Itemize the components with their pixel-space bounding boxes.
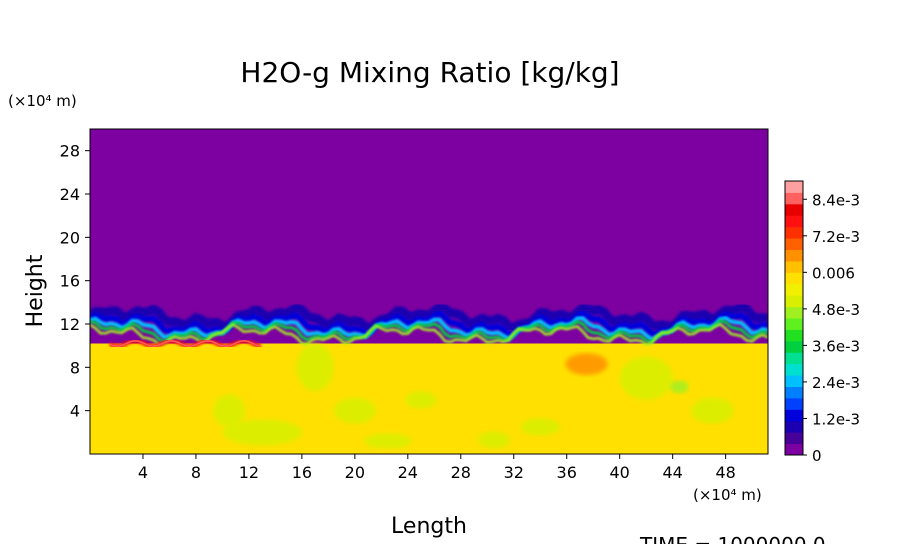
x-tick-label: 20 [345,463,365,482]
x-tick-label: 8 [191,463,201,482]
colorbar: 0 1.2e-3 2.4e-3 3.6e-3 4.8e-3 0.006 7.2e-3 8.4e… [784,180,860,465]
y-tick-label: 12 [60,315,80,334]
colorbar-swatch [785,352,803,365]
colorbar-swatch [785,283,803,296]
x-axis-unit: (×10⁴ m) [693,486,762,504]
colorbar-swatch [785,363,803,376]
y-tick-label: 20 [60,228,80,247]
y-tick-label: 4 [70,402,80,421]
x-tick-label: 36 [557,463,577,482]
colorbar-swatch [785,397,803,410]
moisture-maximum-core [109,340,261,347]
colorbar-tick-label: 8.4e-3 [812,191,860,209]
x-tick-label: 32 [504,463,524,482]
eddy-patch [213,394,245,427]
colorbar-tick-label: 0 [812,447,822,465]
colorbar-swatch [785,295,803,308]
colorbar-tick-label: 4.8e-3 [812,301,860,319]
colorbar-swatch [785,386,803,399]
colorbar-swatch [785,238,803,250]
colorbar-swatch [785,181,803,193]
y-tick-label: 24 [60,185,80,204]
colorbar-swatch [785,272,803,285]
colorbar-tick-label: 1.2e-3 [812,410,860,428]
colorbar-swatch [785,249,803,262]
y-tick-label: 8 [70,358,80,377]
x-axis-label: Length [391,514,467,539]
time-footer: TIME = 1000000.0 [639,533,826,544]
eddy-patch [670,380,689,394]
eddy-patch [364,433,412,449]
colorbar-swatch [785,409,803,422]
y-axis-label: Height [23,254,48,327]
x-tick-label: 28 [451,463,471,482]
eddy-patch [296,343,334,392]
x-tick-label: 48 [715,463,735,482]
eddy-patch [477,431,510,449]
colorbar-swatch [785,329,803,342]
colorbar-swatch [785,260,803,273]
plot-frame [89,128,769,455]
y-tick-label: 16 [60,272,80,291]
colorbar-swatch [785,192,803,205]
eddy-patch [333,397,377,424]
colorbar-frame [784,180,804,456]
x-tick-label: 4 [138,463,148,482]
eddy-patch [565,353,608,375]
colorbar-swatch [785,420,803,433]
x-tick-label: 24 [398,463,418,482]
colorbar-swatch [785,375,803,387]
chart-title: H2O-g Mixing Ratio [kg/kg] [240,56,619,89]
eddy-patch [222,419,302,446]
colorbar-tick-label: 2.4e-3 [812,374,860,392]
x-tick-label: 16 [292,463,312,482]
y-axis-unit: (×10⁴ m) [8,92,77,110]
heatmap-plot-area [89,128,769,455]
x-axis-ticks: 4 8 12 16 20 24 28 32 36 40 44 48 [138,454,736,482]
colorbar-swatch [785,203,803,216]
colorbar-swatch [785,340,803,353]
x-tick-label: 12 [239,463,259,482]
colorbar-swatch [785,226,803,239]
colorbar-tick-label: 0.006 [812,264,855,282]
y-tick-label: 28 [60,142,80,161]
colorbar-swatch [785,215,803,228]
colorbar-tick-label: 7.2e-3 [812,228,860,246]
transition-band [90,309,768,338]
colorbar-tick-label: 3.6e-3 [812,337,860,355]
colorbar-swatch [785,432,803,445]
eddy-patch [619,356,673,400]
colorbar-swatch [785,306,803,319]
eddy-patch [405,391,437,409]
colorbar-swatch [785,443,803,456]
x-tick-label: 40 [610,463,630,482]
y-axis-ticks: 4 8 12 16 20 24 28 [60,142,90,421]
colorbar-swatch [785,318,803,330]
x-tick-label: 44 [662,463,682,482]
eddy-patch [691,397,734,424]
transition-band [90,301,768,333]
eddy-patch [520,418,561,436]
